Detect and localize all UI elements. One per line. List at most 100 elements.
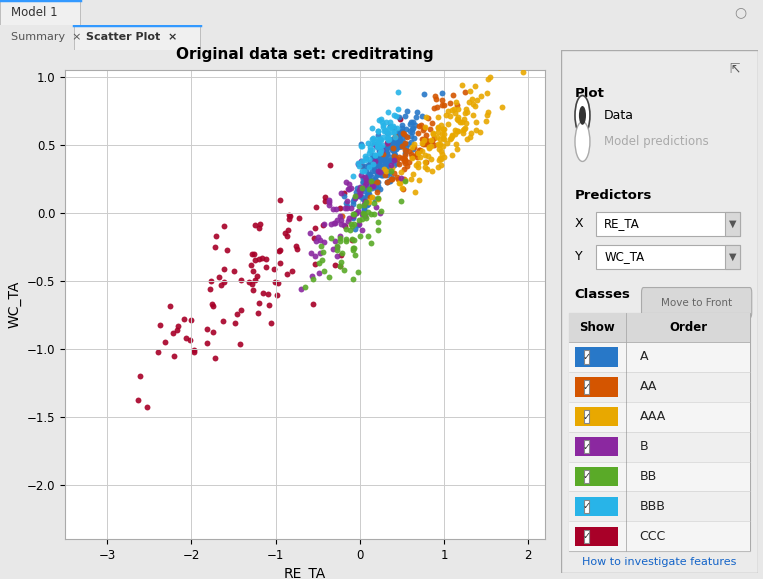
Point	[375, 170, 388, 179]
Point	[392, 140, 404, 149]
Point	[384, 141, 396, 151]
Point	[314, 248, 326, 258]
Point	[351, 183, 363, 192]
Point	[393, 135, 405, 144]
Point	[380, 118, 392, 127]
Point	[359, 196, 371, 206]
Point	[278, 228, 291, 237]
Point	[339, 222, 351, 231]
Point	[367, 181, 379, 190]
Point	[410, 112, 423, 121]
Point	[308, 233, 320, 243]
Point	[391, 141, 404, 151]
Point	[363, 171, 375, 180]
Text: Plot: Plot	[575, 87, 604, 100]
Point	[394, 135, 407, 145]
Bar	[568, 431, 750, 461]
Point	[360, 178, 372, 188]
Point	[441, 139, 453, 148]
Point	[380, 150, 392, 159]
Point	[436, 100, 449, 109]
Point	[383, 163, 395, 173]
Point	[372, 139, 385, 148]
Point	[330, 261, 342, 270]
Point	[385, 166, 397, 175]
Point	[401, 107, 414, 116]
Point	[391, 128, 404, 137]
Point	[382, 130, 394, 139]
Point	[234, 276, 246, 285]
Point	[260, 262, 272, 271]
Point	[359, 181, 371, 190]
Text: X: X	[575, 217, 583, 230]
Point	[204, 277, 217, 286]
Point	[387, 143, 399, 152]
Point	[307, 299, 319, 309]
Point	[381, 178, 393, 187]
Point	[433, 140, 445, 149]
Point	[354, 191, 366, 200]
Point	[372, 177, 385, 186]
Point	[251, 271, 263, 280]
Point	[382, 135, 394, 145]
Point	[373, 144, 385, 153]
Point	[381, 145, 393, 154]
Point	[373, 134, 385, 144]
Point	[407, 152, 419, 161]
Point	[378, 122, 390, 131]
Point	[416, 134, 428, 144]
Point	[469, 101, 481, 111]
Point	[372, 157, 384, 166]
Point	[417, 126, 430, 135]
FancyBboxPatch shape	[642, 288, 752, 318]
Point	[372, 127, 384, 136]
Point	[419, 157, 431, 167]
Point	[396, 183, 408, 192]
Point	[374, 149, 386, 158]
Point	[427, 129, 439, 138]
Point	[253, 254, 265, 263]
Point	[381, 144, 393, 153]
Point	[347, 243, 359, 252]
Point	[405, 149, 417, 158]
Point	[385, 144, 398, 153]
Point	[451, 144, 463, 153]
Point	[433, 144, 446, 153]
Point	[325, 233, 337, 242]
Point	[327, 245, 339, 254]
Point	[369, 157, 381, 166]
Point	[269, 278, 281, 287]
Point	[391, 132, 404, 141]
Point	[369, 151, 382, 160]
Point	[428, 103, 440, 112]
Point	[335, 250, 347, 259]
Point	[406, 127, 418, 137]
Point	[465, 129, 477, 138]
Point	[403, 158, 415, 167]
Point	[340, 234, 352, 244]
Point	[393, 152, 405, 162]
Point	[398, 138, 410, 147]
Point	[335, 189, 347, 198]
Point	[373, 160, 385, 169]
Point	[373, 152, 385, 161]
Point	[369, 166, 382, 175]
Point	[406, 124, 418, 134]
Point	[375, 167, 388, 176]
Point	[262, 301, 275, 310]
Point	[274, 245, 286, 254]
Point	[363, 189, 375, 199]
Point	[354, 232, 366, 241]
Point	[262, 290, 274, 299]
Point	[379, 149, 391, 158]
Point	[394, 128, 407, 137]
Point	[398, 157, 410, 166]
Point	[207, 328, 219, 337]
Point	[376, 117, 388, 126]
Point	[388, 111, 400, 120]
Point	[366, 146, 378, 155]
Point	[247, 266, 259, 275]
Y-axis label: WC_TA: WC_TA	[7, 281, 21, 328]
Point	[371, 157, 383, 166]
Point	[308, 251, 320, 261]
